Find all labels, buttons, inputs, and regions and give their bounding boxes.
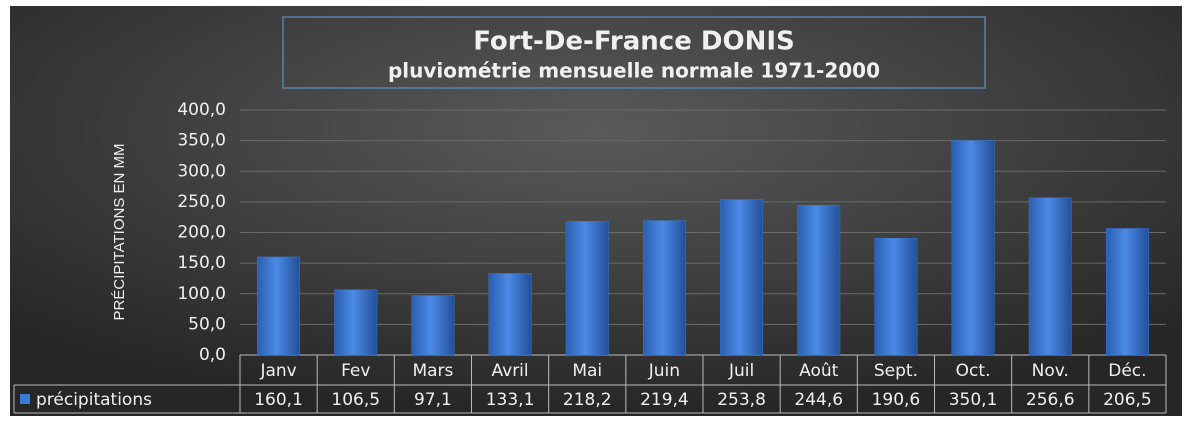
data-label: 190,6 xyxy=(872,390,921,410)
bar xyxy=(565,221,609,356)
x-tick-label: Mai xyxy=(572,361,602,381)
data-label: 133,1 xyxy=(486,390,535,410)
x-tick-label: Janv xyxy=(259,361,296,381)
data-label: 256,6 xyxy=(1026,390,1075,410)
data-label: 206,5 xyxy=(1103,390,1152,410)
bar xyxy=(1028,197,1072,356)
data-label: 219,4 xyxy=(640,390,689,410)
bar xyxy=(257,256,301,356)
x-tick-label: Oct. xyxy=(956,361,991,381)
x-tick-label: Fev xyxy=(341,361,370,381)
data-label: 106,5 xyxy=(331,390,380,410)
y-tick-label: 300,0 xyxy=(177,161,226,181)
x-tick-label: Sept. xyxy=(874,361,918,381)
y-tick-label: 0,0 xyxy=(199,345,226,365)
bar xyxy=(1105,228,1149,356)
chart-subtitle: pluviométrie mensuelle normale 1971-2000 xyxy=(388,59,880,83)
y-tick-label: 150,0 xyxy=(177,253,226,273)
x-tick-label: Déc. xyxy=(1108,361,1146,381)
x-tick-label: Juin xyxy=(648,361,680,381)
bar xyxy=(411,295,455,356)
x-tick-label: Avril xyxy=(492,361,529,381)
data-label: 160,1 xyxy=(254,390,303,410)
x-tick-label: Mars xyxy=(412,361,453,381)
bar xyxy=(488,273,532,356)
y-tick-label: 50,0 xyxy=(188,314,226,334)
bar xyxy=(642,220,686,356)
legend-label: précipitations xyxy=(36,390,152,410)
y-tick-label: 200,0 xyxy=(177,223,226,243)
data-label: 244,6 xyxy=(794,390,843,410)
data-label: 218,2 xyxy=(563,390,612,410)
y-tick-label: 100,0 xyxy=(177,284,226,304)
title-box xyxy=(282,16,986,89)
x-tick-label: Août xyxy=(799,361,839,381)
data-label: 253,8 xyxy=(717,390,766,410)
y-tick-label: 250,0 xyxy=(177,192,226,212)
bar xyxy=(874,238,918,356)
bar xyxy=(797,204,841,356)
x-tick-label: Juil xyxy=(728,361,754,381)
data-label: 350,1 xyxy=(949,390,998,410)
data-label: 97,1 xyxy=(414,390,452,410)
y-tick-label: 400,0 xyxy=(177,100,226,120)
chart-title: Fort-De-France DONIS xyxy=(473,27,795,57)
bar xyxy=(334,289,378,356)
x-tick-label: Nov. xyxy=(1032,361,1069,381)
bar xyxy=(720,199,764,356)
y-tick-label: 350,0 xyxy=(177,131,226,151)
legend-swatch xyxy=(20,394,30,404)
y-axis-label: PRÉCIPITATIONS EN MM xyxy=(111,144,128,321)
bar xyxy=(951,140,995,356)
